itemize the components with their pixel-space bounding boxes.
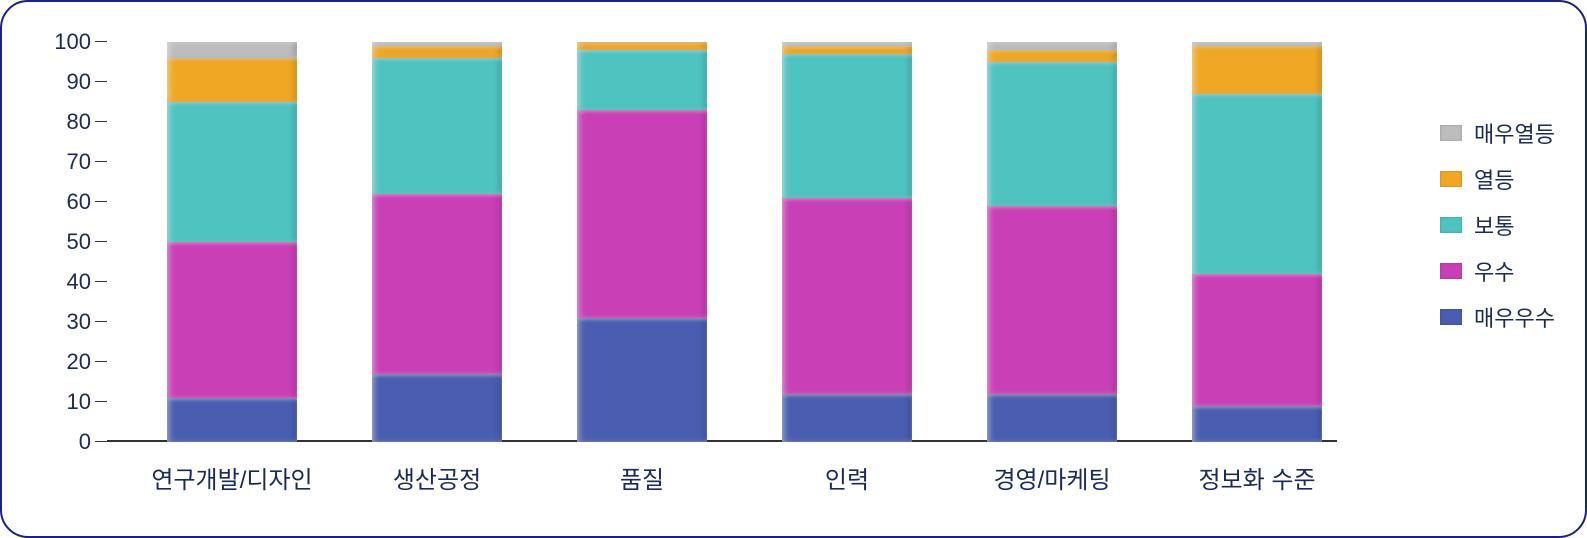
legend-item-very_excellent: 매우우수 [1440,301,1555,333]
bar-segment-normal [167,102,297,242]
y-tick-label: 30 [67,309,91,335]
bar-segment-inferior [577,42,707,50]
legend-swatch-icon [1440,217,1462,233]
y-tick-label: 0 [79,429,91,455]
bar-segment-inferior [372,46,502,58]
bar-segment-excellent [577,110,707,318]
bar-segment-very_excellent [372,374,502,442]
y-tick [95,201,107,202]
bar-segment-very_excellent [167,398,297,442]
category-label: 정보화 수준 [1198,460,1315,495]
bar-segment-normal [987,62,1117,206]
y-tick [95,281,107,282]
y-tick [95,241,107,242]
bar-segment-very_inferior [167,42,297,58]
bar-segment-inferior [1192,46,1322,94]
bar-segment-normal [1192,94,1322,274]
bar-segment-excellent [987,206,1117,394]
bar-segment-very_inferior [987,42,1117,50]
legend-label: 매우열등 [1474,117,1555,149]
y-tick-label: 40 [67,269,91,295]
legend-item-very_inferior: 매우열등 [1440,117,1555,149]
bar-segment-very_excellent [1192,406,1322,442]
legend-item-normal: 보통 [1440,209,1555,241]
y-tick-label: 20 [67,349,91,375]
bar-segment-excellent [372,194,502,374]
bar-segment-very_inferior [1192,42,1322,46]
y-tick [95,321,107,322]
category-label: 인력 [825,460,869,495]
legend-swatch-icon [1440,125,1462,141]
bar-segment-excellent [782,198,912,394]
y-tick [95,121,107,122]
y-tick [95,161,107,162]
category-label: 연구개발/디자인 [151,460,312,495]
bar-segment-very_excellent [987,394,1117,442]
legend-swatch-icon [1440,171,1462,187]
plot-area: 0102030405060708090100연구개발/디자인생산공정품질인력경영… [107,42,1337,442]
y-tick [95,81,107,82]
legend: 매우열등열등보통우수매우우수 [1440,117,1555,333]
y-tick [95,441,107,442]
bar-segment-inferior [987,50,1117,62]
category-label: 품질 [620,460,664,495]
bar-segment-normal [577,50,707,110]
bar-segment-inferior [167,58,297,102]
legend-swatch-icon [1440,263,1462,279]
bar-segment-excellent [167,242,297,398]
legend-label: 우수 [1474,255,1514,287]
y-tick [95,361,107,362]
y-tick-label: 70 [67,149,91,175]
bar-segment-very_excellent [782,394,912,442]
y-tick [95,401,107,402]
bar-segment-normal [782,54,912,198]
chart-frame: 0 10 20 30 40 50 60 70 80 90 100 연구개발/디자인 생산공정 품질 인력 경영… [0,0,1587,538]
bar-segment-inferior [782,46,912,54]
y-tick [95,41,107,42]
bar-segment-excellent [1192,274,1322,406]
bar-segment-very_inferior [372,42,502,46]
legend-label: 보통 [1474,209,1514,241]
legend-item-excellent: 우수 [1440,255,1555,287]
y-tick-label: 100 [54,29,91,55]
y-tick-label: 50 [67,229,91,255]
legend-label: 매우우수 [1474,301,1555,333]
legend-label: 열등 [1474,163,1514,195]
legend-item-inferior: 열등 [1440,163,1555,195]
bar-segment-very_excellent [577,318,707,442]
y-tick-label: 10 [67,389,91,415]
y-tick-label: 80 [67,109,91,135]
bar-segment-normal [372,58,502,194]
y-tick-label: 60 [67,189,91,215]
bar-segment-very_inferior [782,42,912,46]
category-label: 생산공정 [393,460,481,495]
legend-swatch-icon [1440,309,1462,325]
y-tick-label: 90 [67,69,91,95]
category-label: 경영/마케팅 [993,460,1110,495]
